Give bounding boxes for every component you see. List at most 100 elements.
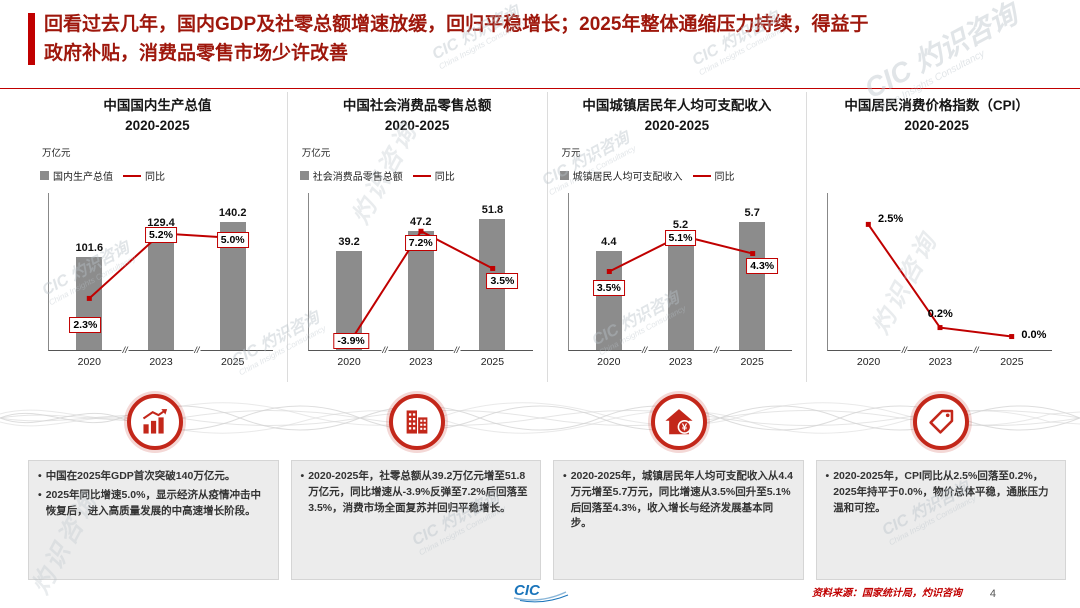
- bar-value-label: 4.4: [601, 236, 617, 249]
- legend-label: 国内生产总值: [53, 172, 113, 184]
- note-bullet-text: 2020-2025年，社零总额从39.2万亿元增至51.8万亿元，同比增速从-3…: [308, 470, 528, 514]
- yoy-label: 2.5%: [878, 212, 904, 225]
- note-gdp: • 中国在2025年GDP首次突破140万亿元。 • 2025年同比增速5.0%，显示…: [28, 460, 279, 580]
- x-axis-label: 2025: [480, 356, 505, 369]
- bullet-dot: •: [38, 470, 42, 482]
- cic-logo-text: CIC: [514, 582, 541, 599]
- bar-value-label: 129.4: [147, 217, 175, 230]
- note-bullet: • 2020-2025年，CPI同比从2.5%回落至0.2%，2025年持平于0.…: [826, 469, 1057, 516]
- plot-wrap: 万元 城镇居民人均可支配收入 同比 4.4 5.2 5.7 3.5% 5.1% 4.3% 20…: [556, 137, 799, 381]
- bar-2025: [739, 222, 766, 351]
- bar-value-label: 101.6: [75, 242, 104, 255]
- plot-area: 101.6 129.4 140.2 2.3% 5.2% 5.0% 2020 2023 2025 /…: [48, 193, 273, 368]
- yoy-label: 0.2%: [927, 307, 953, 320]
- yoy-label: 3.5%: [486, 272, 519, 289]
- plot-wrap: 万亿元 社会消费品零售总额 同比 39.2 47.2 51.8 -3.9% 7.2% 3.5…: [296, 137, 539, 381]
- chart-title-line2: 2020-2025: [125, 117, 190, 133]
- legend-label: 同比: [145, 172, 165, 184]
- note-bullet-text: 2020-2025年，城镇居民年人均可支配收入从4.4万元增至5.7万元，同比增…: [570, 470, 793, 530]
- legend-label: 城镇居民人均可支配收入: [572, 172, 683, 184]
- x-axis-label: 2023: [928, 356, 952, 369]
- bar-2020: [76, 257, 103, 351]
- yoy-label: -3.9%: [333, 333, 369, 350]
- page-title-line1: 回看过去几年，国内GDP及社零总额增速放缓，回归平稳增长；2025年整体通缩压力…: [44, 14, 869, 35]
- axis-break-mark: //: [712, 345, 720, 356]
- x-axis-label: 2020: [856, 356, 881, 369]
- legend-label: 同比: [434, 172, 455, 184]
- axis-break-mark: //: [381, 345, 389, 356]
- bar-value-label: 140.2: [218, 207, 247, 220]
- note-income: • 2020-2025年，城镇居民年人均可支配收入从4.4万元增至5.7万元，同比…: [553, 460, 804, 580]
- yoy-label: 5.0%: [216, 231, 249, 248]
- chart-gdp: 中国国内生产总值 2020-2025 万亿元 国内生产总值 同比 101.6 129…: [28, 92, 287, 382]
- legend-line-swatch: [123, 174, 141, 177]
- home-yen-icon-circle: ¥: [651, 394, 707, 450]
- bullet-dot: •: [825, 470, 830, 482]
- chart-title: 中国国内生产总值 2020-2025: [36, 96, 279, 135]
- chart-title-line1: 中国居民消费价格指数（CPI）: [844, 98, 1029, 113]
- axis-break-mark: //: [121, 345, 129, 356]
- axis-break-mark: //: [641, 345, 649, 356]
- building-icon-circle: [389, 394, 445, 450]
- bar-2023: [148, 232, 174, 351]
- x-axis-label: 2023: [149, 356, 173, 369]
- plot-wrap: 万亿元 国内生产总值 同比 101.6 129.4 140.2 2.3% 5.2% 5.0%…: [36, 137, 279, 381]
- plot-area: 4.4 5.2 5.7 3.5% 5.1% 4.3% 2020 2023 2025 // //: [567, 193, 793, 368]
- chart-title-line2: 2020-2025: [384, 117, 450, 133]
- growth-chart-icon-circle: [127, 394, 183, 450]
- bullet-dot: •: [300, 470, 305, 482]
- note-bullet: • 2025年同比增速5.0%，显示经济从疫情冲击中恢复后，进入高质量发展的中高速…: [38, 488, 269, 520]
- bar-value-label: 5.2: [672, 218, 689, 231]
- legend-bar-swatch: [559, 171, 569, 181]
- legend-bar-swatch: [299, 171, 309, 181]
- chart-cpi: 中国居民消费价格指数（CPI） 2020-2025 2.5% 0.2% 0.0% 20…: [806, 92, 1066, 382]
- axis-unit-label: 万元: [561, 148, 581, 160]
- x-axis-label: 2025: [740, 356, 764, 369]
- title-accent-bar: [28, 13, 35, 65]
- chart-title-line1: 中国国内生产总值: [103, 98, 212, 113]
- axis-unit-label: 万亿元: [301, 148, 331, 160]
- yoy-label: 4.3%: [746, 257, 779, 274]
- chart-title: 中国社会消费品零售总额 2020-2025: [296, 96, 539, 135]
- legend-line-swatch: [412, 174, 431, 177]
- bar-value-label: 39.2: [338, 235, 360, 248]
- home-yen-icon: ¥: [665, 409, 693, 435]
- bar-2023: [667, 233, 694, 351]
- chart-title-line1: 中国社会消费品零售总额: [342, 98, 492, 113]
- building-icon: [406, 410, 428, 434]
- charts-row: 中国国内生产总值 2020-2025 万亿元 国内生产总值 同比 101.6 129…: [28, 92, 1066, 382]
- note-retail: • 2020-2025年，社零总额从39.2万亿元增至51.8万亿元，同比增速从-…: [290, 460, 541, 580]
- yoy-trend-line: [866, 222, 1015, 340]
- page-title-line2: 政府补贴，消费品零售市场少许改善: [44, 42, 349, 64]
- source-note: 资料来源：国家统计局，灼识咨询: [812, 588, 962, 599]
- chart-title: 中国城镇居民年人均可支配收入 2020-2025: [556, 96, 799, 135]
- note-bullet-text: 2020-2025年，CPI同比从2.5%回落至0.2%，2025年持平于0.0…: [833, 470, 1049, 514]
- yoy-label: 3.5%: [592, 279, 625, 296]
- growth-chart-icon: [142, 409, 168, 434]
- x-axis-label: 2020: [337, 356, 361, 369]
- chart-legend: 社会消费品零售总额 同比: [299, 168, 455, 184]
- legend-bar-swatch: [40, 171, 49, 181]
- bar-value-label: 47.2: [410, 215, 432, 228]
- chart-title-line1: 中国城镇居民年人均可支配收入: [582, 98, 772, 113]
- yoy-label: 7.2%: [404, 235, 437, 252]
- chart-title-line2: 2020-2025: [904, 117, 969, 133]
- legend-line-swatch: [692, 174, 711, 177]
- page-number: 4: [989, 588, 996, 600]
- legend-label: 社会消费品零售总额: [312, 172, 403, 184]
- page-title: 回看过去几年，国内GDP及社零总额增速放缓，回归平稳增长；2025年整体通缩压力…: [44, 11, 1054, 68]
- plot-area: 39.2 47.2 51.8 -3.9% 7.2% 3.5% 2020 2023 2025 // /…: [307, 193, 533, 368]
- svg-text:¥: ¥: [682, 422, 688, 433]
- x-axis-label: 2020: [77, 356, 101, 369]
- note-cpi: • 2020-2025年，CPI同比从2.5%回落至0.2%，2025年持平于0.…: [815, 460, 1066, 580]
- x-axis-label: 2025: [1000, 356, 1024, 369]
- x-axis-label: 2020: [597, 356, 621, 369]
- yoy-label: 5.2%: [145, 227, 177, 244]
- bar-value-label: 5.7: [744, 207, 760, 220]
- header-divider: [0, 88, 1080, 89]
- legend-label: 同比: [714, 172, 735, 184]
- cic-logo: CIC: [513, 582, 569, 603]
- x-axis-label: 2025: [220, 356, 245, 369]
- note-bullet: • 中国在2025年GDP首次突破140万亿元。: [38, 469, 269, 485]
